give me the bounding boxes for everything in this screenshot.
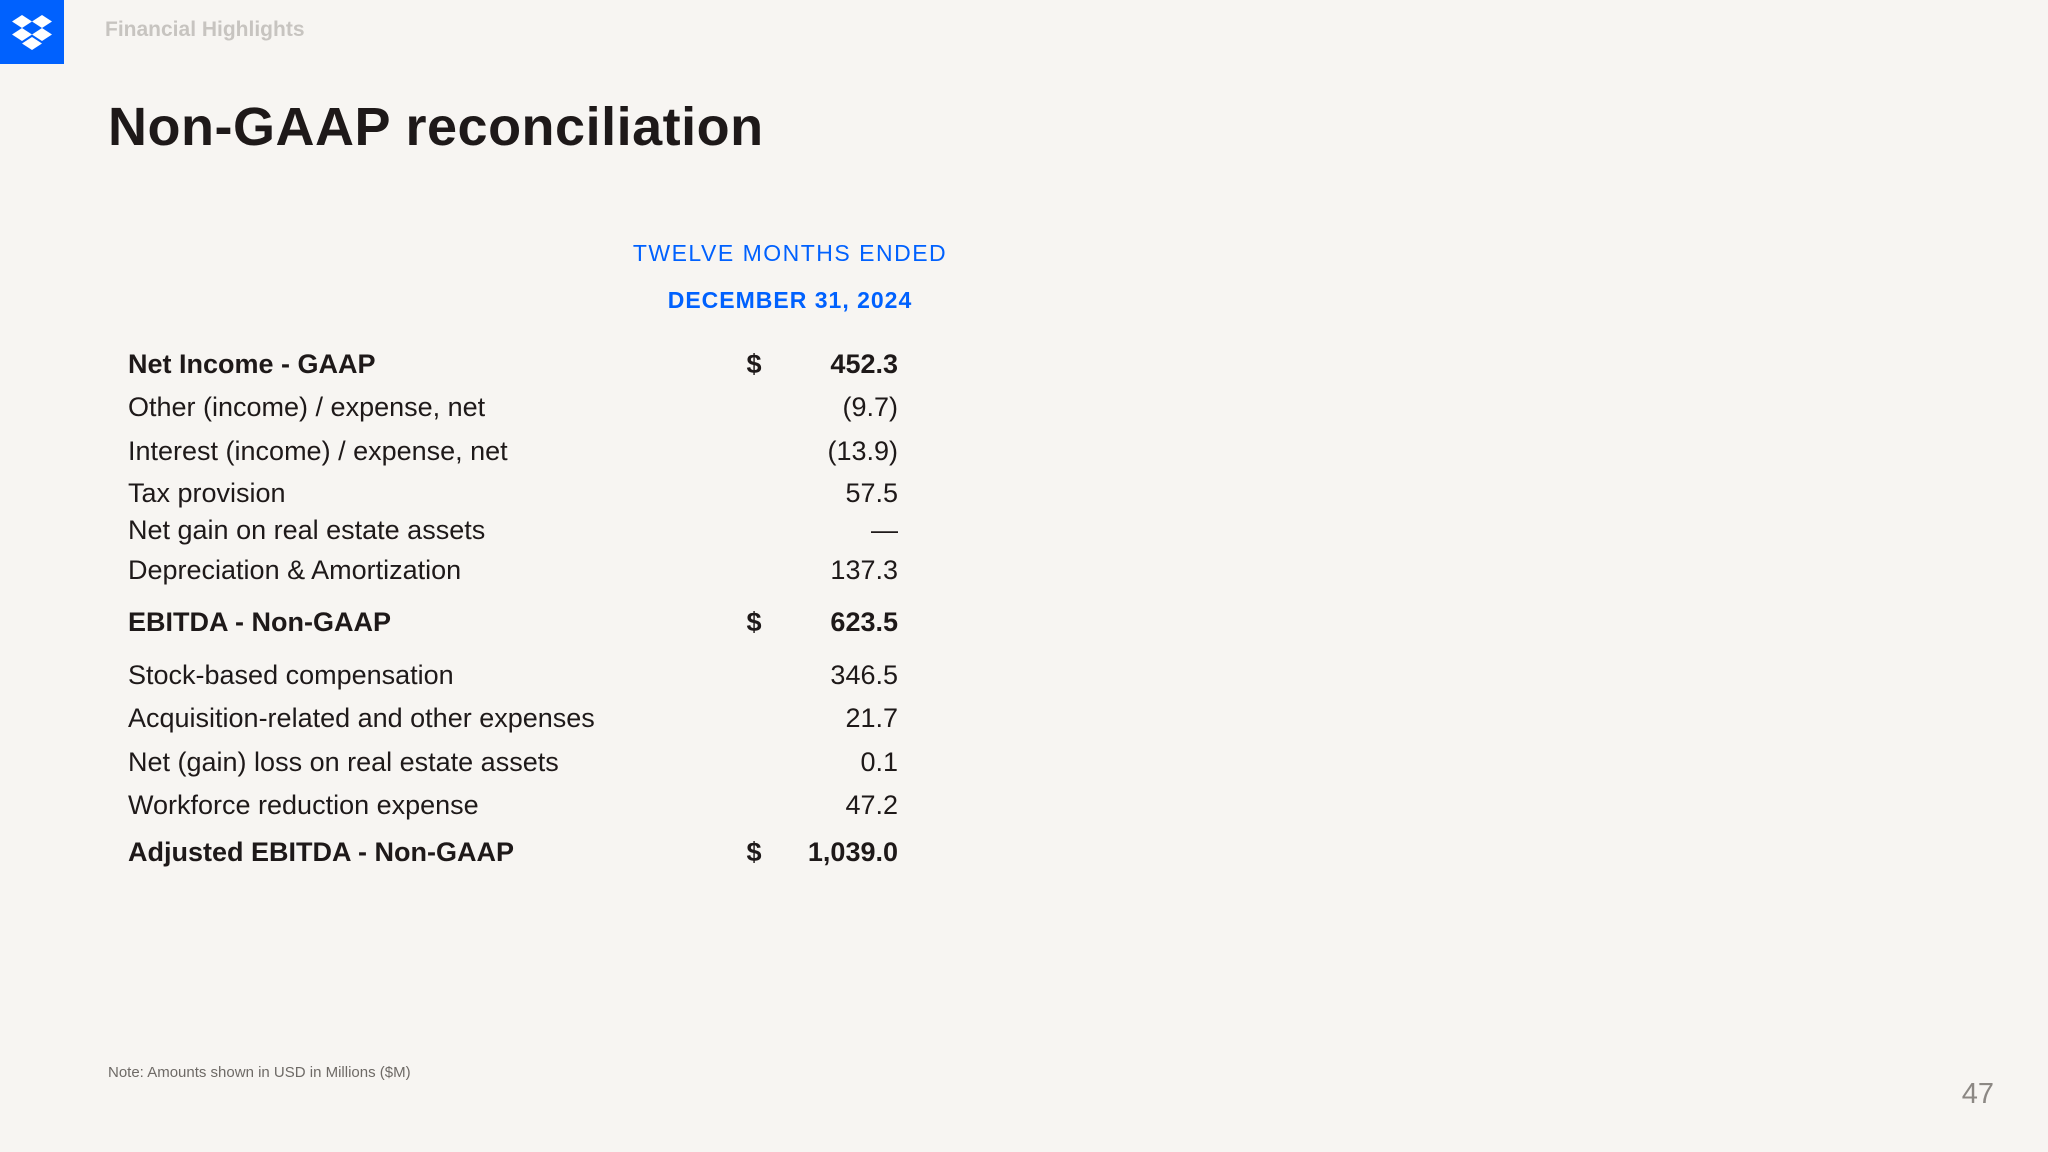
footnote: Note: Amounts shown in USD in Millions (… bbox=[108, 1064, 411, 1081]
row-value: 21.7 bbox=[845, 703, 898, 733]
section-label: Financial Highlights bbox=[105, 18, 305, 41]
table-row-adjusted-ebitda: Adjusted EBITDA - Non-GAAP $ 1,039.0 bbox=[128, 834, 898, 870]
row-label: Adjusted EBITDA - Non-GAAP bbox=[128, 837, 514, 867]
row-label: Stock-based compensation bbox=[128, 660, 454, 690]
table-row-ebitda-non-gaap: EBITDA - Non-GAAP $ 623.5 bbox=[128, 604, 898, 640]
table-row-tax-provision: Tax provision 57.5 bbox=[128, 475, 898, 511]
row-value: 623.5 bbox=[830, 607, 898, 637]
dropbox-logo-icon bbox=[0, 0, 64, 64]
table-row-net-gain-loss-real-estate: Net (gain) loss on real estate assets 0.… bbox=[128, 744, 898, 780]
row-value: (9.7) bbox=[842, 392, 898, 422]
table-row-stock-based-compensation: Stock-based compensation 346.5 bbox=[128, 657, 898, 693]
row-value: 137.3 bbox=[830, 555, 898, 585]
table-row-depreciation-amortization: Depreciation & Amortization 137.3 bbox=[128, 552, 898, 588]
row-label: Other (income) / expense, net bbox=[128, 392, 486, 422]
row-value: — bbox=[871, 515, 898, 545]
table-row-net-income-gaap: Net Income - GAAP $ 452.3 bbox=[128, 346, 898, 382]
dropbox-logo-svg bbox=[12, 15, 52, 50]
table-row-workforce-reduction: Workforce reduction expense 47.2 bbox=[128, 787, 898, 823]
row-currency: $ bbox=[746, 607, 762, 637]
row-label: Net gain on real estate assets bbox=[128, 515, 486, 545]
row-label: Workforce reduction expense bbox=[128, 790, 479, 820]
row-label: Interest (income) / expense, net bbox=[128, 436, 508, 466]
table-row-interest-income: Interest (income) / expense, net (13.9) bbox=[128, 433, 898, 469]
table-row-acquisition-expenses: Acquisition-related and other expenses 2… bbox=[128, 700, 898, 736]
row-label: Depreciation & Amortization bbox=[128, 555, 462, 585]
row-value: 346.5 bbox=[830, 660, 898, 690]
row-label: Net (gain) loss on real estate assets bbox=[128, 747, 559, 777]
row-value: (13.9) bbox=[827, 436, 898, 466]
row-value: 47.2 bbox=[845, 790, 898, 820]
table-row-other-income: Other (income) / expense, net (9.7) bbox=[128, 389, 898, 425]
row-value: 0.1 bbox=[860, 747, 898, 777]
row-currency: $ bbox=[746, 837, 762, 867]
page-number: 47 bbox=[1961, 1078, 1994, 1110]
column-header-date: DECEMBER 31, 2024 bbox=[667, 287, 913, 313]
row-value: 452.3 bbox=[830, 349, 898, 379]
row-value: 1,039.0 bbox=[807, 837, 898, 867]
column-header-period: TWELVE MONTHS ENDED bbox=[632, 240, 948, 266]
row-label: Tax provision bbox=[128, 478, 286, 508]
page-title: Non-GAAP reconciliation bbox=[108, 97, 764, 157]
table-row-net-gain-real-estate: Net gain on real estate assets — bbox=[128, 512, 898, 548]
row-currency: $ bbox=[746, 349, 762, 379]
row-label: Net Income - GAAP bbox=[128, 349, 376, 379]
row-label: Acquisition-related and other expenses bbox=[128, 703, 595, 733]
row-value: 57.5 bbox=[845, 478, 898, 508]
row-label: EBITDA - Non-GAAP bbox=[128, 607, 391, 637]
